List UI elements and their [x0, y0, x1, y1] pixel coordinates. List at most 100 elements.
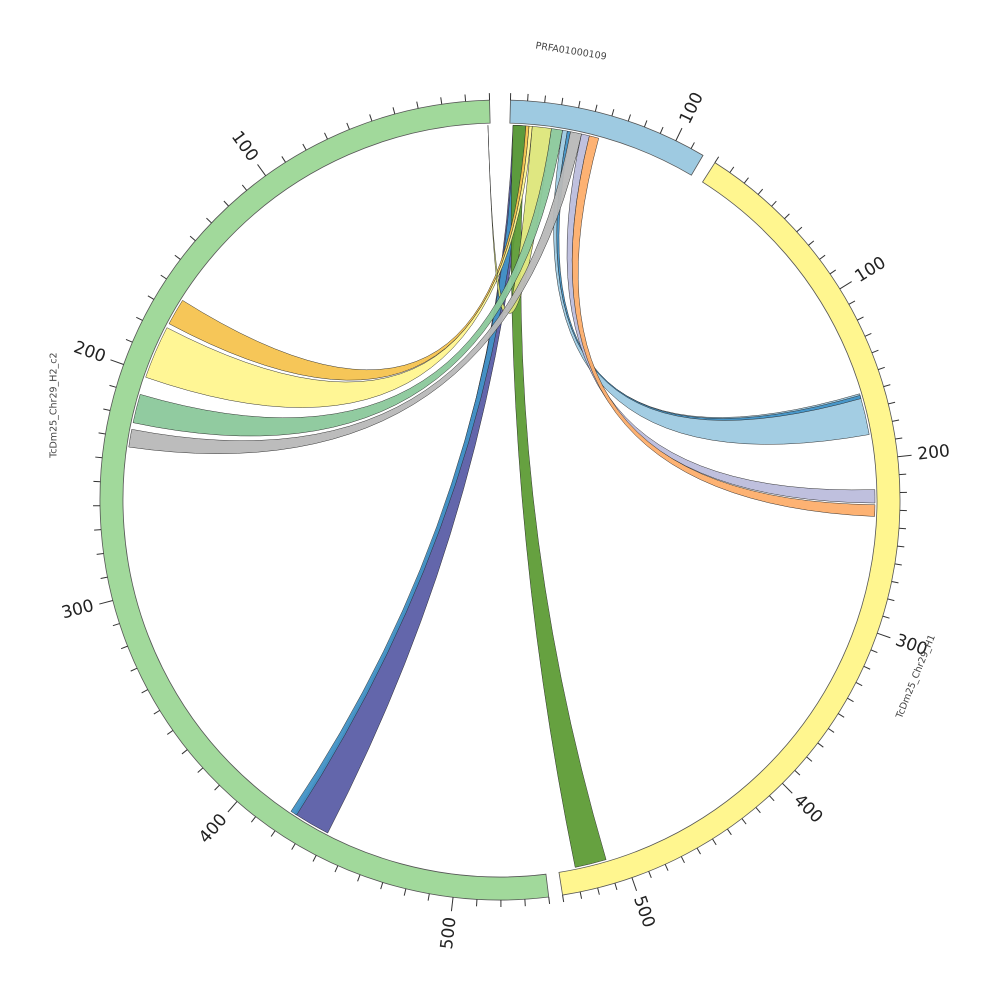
- minor-tick: [864, 332, 872, 337]
- major-tick: [99, 600, 113, 605]
- minor-tick: [806, 756, 813, 762]
- minor-tick: [857, 316, 864, 321]
- minor-tick: [416, 101, 419, 109]
- minor-tick: [392, 107, 396, 115]
- segment-name-tcdm25-chr29-h2-c2: TcDm25_Chr29_H2_c2: [48, 352, 59, 458]
- minor-tick: [892, 419, 900, 422]
- minor-tick: [837, 713, 845, 718]
- minor-tick: [380, 882, 384, 890]
- link-ribbon-12: [571, 135, 876, 517]
- minor-tick: [403, 888, 407, 896]
- minor-tick: [882, 615, 890, 619]
- tick-label-tcdm25-chr29-h1-100: 100: [851, 253, 889, 287]
- minor-tick: [562, 895, 565, 903]
- minor-tick: [281, 156, 286, 163]
- tick-label-tcdm25-chr29-h2-c2-300: 300: [60, 596, 96, 624]
- minor-tick: [544, 95, 546, 103]
- minor-tick: [94, 529, 102, 531]
- link-ribbon-1: [294, 124, 527, 834]
- link-ribbon-7: [132, 128, 563, 437]
- minor-tick: [96, 552, 104, 555]
- minor-tick: [125, 339, 133, 343]
- minor-tick: [223, 200, 229, 207]
- minor-tick: [891, 580, 899, 584]
- minor-tick: [897, 545, 905, 548]
- segment-name-prfa01000109: PRFA01000109: [535, 41, 608, 63]
- segment-prfa01000109: [509, 99, 704, 176]
- minor-tick: [302, 143, 307, 151]
- tick-label-prfa01000109-100: 100: [676, 89, 708, 127]
- tick-label-tcdm25-chr29-h2-c2-400: 400: [195, 810, 231, 848]
- minor-tick: [369, 114, 373, 122]
- minor-tick: [334, 865, 339, 873]
- minor-tick: [95, 456, 103, 459]
- minor-tick: [197, 767, 204, 773]
- minor-tick: [291, 843, 296, 850]
- minor-tick: [597, 887, 600, 895]
- minor-tick: [894, 563, 902, 566]
- major-tick: [450, 897, 454, 912]
- minor-tick: [741, 818, 747, 825]
- minor-tick: [729, 166, 735, 173]
- minor-tick: [870, 649, 878, 653]
- minor-tick: [120, 645, 128, 650]
- minor-tick: [153, 709, 161, 715]
- minor-tick: [578, 100, 581, 108]
- minor-tick: [627, 114, 631, 122]
- minor-tick: [130, 667, 138, 672]
- minor-tick: [819, 254, 826, 260]
- minor-tick: [883, 384, 891, 388]
- tick-label-tcdm25-chr29-h2-c2-200: 200: [71, 337, 108, 367]
- minor-tick: [714, 156, 720, 163]
- minor-tick: [174, 254, 181, 260]
- minor-tick: [206, 217, 212, 224]
- minor-tick: [794, 770, 801, 776]
- minor-tick: [250, 816, 257, 823]
- minor-tick: [464, 94, 467, 102]
- minor-tick: [643, 120, 648, 128]
- minor-tick: [611, 109, 615, 117]
- minor-tick: [181, 749, 188, 755]
- major-tick: [782, 782, 793, 794]
- minor-tick: [594, 104, 598, 112]
- minor-tick: [324, 132, 328, 140]
- minor-tick: [712, 838, 717, 846]
- minor-tick: [98, 432, 106, 435]
- minor-tick: [855, 682, 863, 687]
- minor-tick: [270, 830, 276, 837]
- major-tick: [110, 359, 124, 366]
- tick-label-tcdm25-chr29-h1-400: 400: [789, 790, 826, 827]
- minor-tick: [771, 200, 777, 207]
- minor-tick: [817, 742, 824, 748]
- major-tick: [675, 127, 683, 141]
- minor-tick: [648, 871, 652, 879]
- minor-tick: [579, 891, 583, 899]
- minor-tick: [136, 316, 143, 321]
- tick-label-tcdm25-chr29-h1-500: 500: [629, 893, 659, 930]
- minor-tick: [103, 408, 111, 412]
- minor-tick: [167, 729, 174, 735]
- tick-marks: [93, 93, 912, 912]
- tick-label-tcdm25-chr29-h2-c2-500: 500: [437, 916, 461, 951]
- minor-tick: [690, 142, 695, 149]
- minor-tick: [680, 856, 685, 864]
- minor-tick: [112, 623, 120, 627]
- minor-tick: [828, 728, 835, 733]
- minor-tick: [784, 213, 790, 220]
- minor-tick: [664, 864, 669, 871]
- minor-tick: [427, 893, 430, 901]
- minor-tick: [888, 401, 896, 405]
- major-tick: [257, 164, 267, 177]
- minor-tick: [659, 126, 664, 134]
- minor-tick: [147, 295, 155, 300]
- minor-tick: [241, 184, 248, 191]
- minor-tick: [561, 97, 564, 105]
- minor-tick: [895, 437, 903, 440]
- major-tick: [877, 632, 891, 639]
- minor-tick: [796, 226, 803, 233]
- minor-tick: [312, 855, 317, 862]
- minor-tick: [440, 97, 443, 105]
- tick-label-tcdm25-chr29-h1-200: 200: [916, 441, 950, 464]
- minor-tick: [877, 366, 885, 371]
